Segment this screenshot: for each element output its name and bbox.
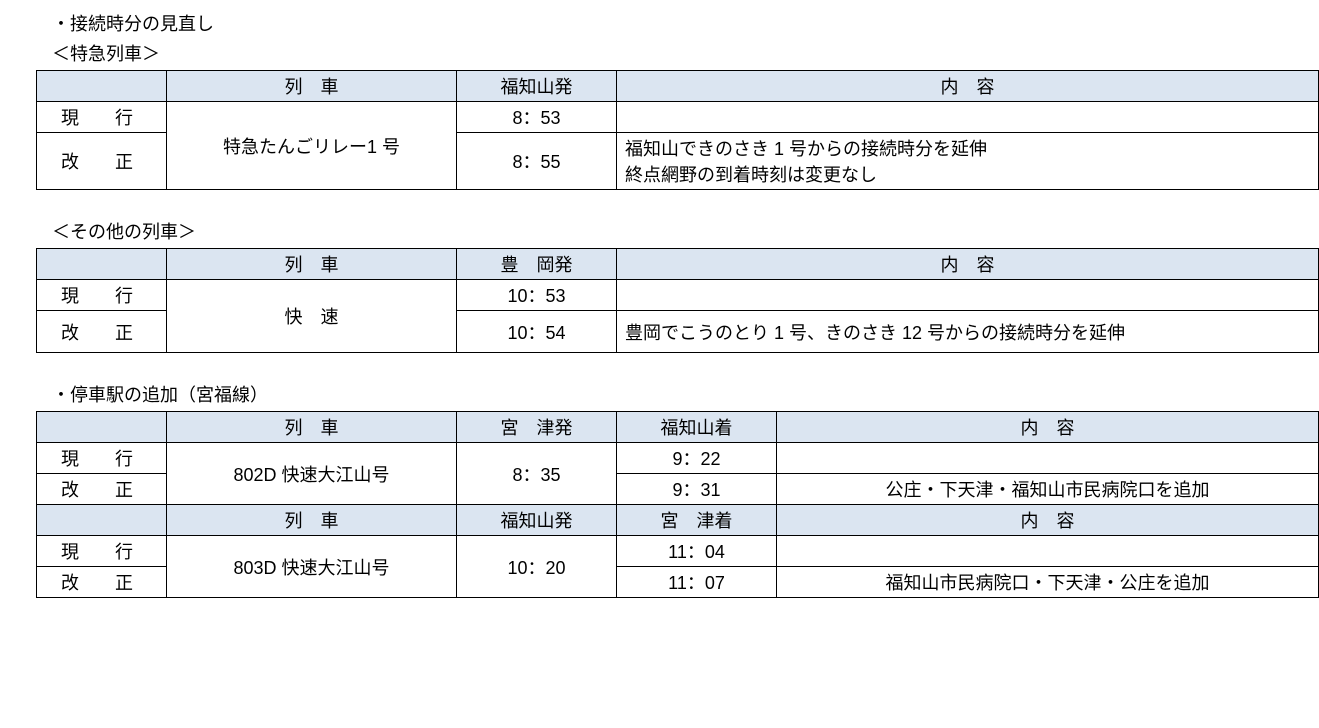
th-dep: 豊 岡発 (457, 249, 617, 280)
cell-current-label: 現 行 (37, 536, 167, 567)
th-note: 内 容 (777, 412, 1319, 443)
cell-revised-dep: 10：54 (457, 311, 617, 353)
cell-current-dep: 8：53 (457, 102, 617, 133)
note-line2: 終点網野の到着時刻は変更なし (625, 161, 1310, 187)
cell-current-note (617, 280, 1319, 311)
cell-train: 803D 快速大江山号 (167, 536, 457, 598)
cell-current-label: 現 行 (37, 280, 167, 311)
table-limited-express: 列 車 福知山発 内 容 現 行 特急たんごリレー1 号 8：53 改 正 8：… (36, 70, 1319, 190)
note-line1: 福知山できのさき 1 号からの接続時分を延伸 (625, 135, 1310, 161)
cell-current-label: 現 行 (37, 443, 167, 474)
cell-revised-note: 福知山できのさき 1 号からの接続時分を延伸 終点網野の到着時刻は変更なし (617, 133, 1319, 190)
th-dep: 福知山発 (457, 505, 617, 536)
th-train: 列 車 (167, 412, 457, 443)
cell-revised-note: 公庄・下天津・福知山市民病院口を追加 (777, 474, 1319, 505)
section1-title: ・接続時分の見直し (52, 10, 1301, 36)
cell-current-arr: 9：22 (617, 443, 777, 474)
cell-dep: 10：20 (457, 536, 617, 598)
cell-revised-label: 改 正 (37, 567, 167, 598)
th-blank (37, 505, 167, 536)
th-note: 内 容 (617, 71, 1319, 102)
table-miyafuku-line: 列 車 宮 津発 福知山着 内 容 現 行 802D 快速大江山号 8：35 9… (36, 411, 1319, 598)
th-note: 内 容 (777, 505, 1319, 536)
table-other-trains: 列 車 豊 岡発 内 容 現 行 快 速 10：53 改 正 10：54 豊岡で… (36, 248, 1319, 353)
cell-current-note (777, 536, 1319, 567)
cell-revised-arr: 11：07 (617, 567, 777, 598)
cell-revised-note: 豊岡でこうのとり 1 号、きのさき 12 号からの接続時分を延伸 (617, 311, 1319, 353)
cell-current-label: 現 行 (37, 102, 167, 133)
th-blank (37, 71, 167, 102)
section1-subtitle: ＜特急列車＞ (52, 40, 1301, 66)
th-train: 列 車 (167, 505, 457, 536)
cell-train: 802D 快速大江山号 (167, 443, 457, 505)
th-train: 列 車 (167, 71, 457, 102)
cell-current-note (617, 102, 1319, 133)
cell-train: 快 速 (167, 280, 457, 353)
cell-current-arr: 11：04 (617, 536, 777, 567)
cell-revised-dep: 8：55 (457, 133, 617, 190)
cell-train: 特急たんごリレー1 号 (167, 102, 457, 190)
th-dep: 福知山発 (457, 71, 617, 102)
th-blank (37, 412, 167, 443)
cell-revised-arr: 9：31 (617, 474, 777, 505)
cell-current-dep: 10：53 (457, 280, 617, 311)
th-arr: 宮 津着 (617, 505, 777, 536)
cell-revised-label: 改 正 (37, 133, 167, 190)
th-note: 内 容 (617, 249, 1319, 280)
cell-current-note (777, 443, 1319, 474)
th-arr: 福知山着 (617, 412, 777, 443)
th-dep: 宮 津発 (457, 412, 617, 443)
cell-revised-note: 福知山市民病院口・下天津・公庄を追加 (777, 567, 1319, 598)
cell-dep: 8：35 (457, 443, 617, 505)
section2-subtitle: ＜その他の列車＞ (52, 218, 1301, 244)
th-blank (37, 249, 167, 280)
cell-revised-label: 改 正 (37, 311, 167, 353)
cell-revised-label: 改 正 (37, 474, 167, 505)
section3-title: ・停車駅の追加（宮福線） (52, 381, 1301, 407)
th-train: 列 車 (167, 249, 457, 280)
